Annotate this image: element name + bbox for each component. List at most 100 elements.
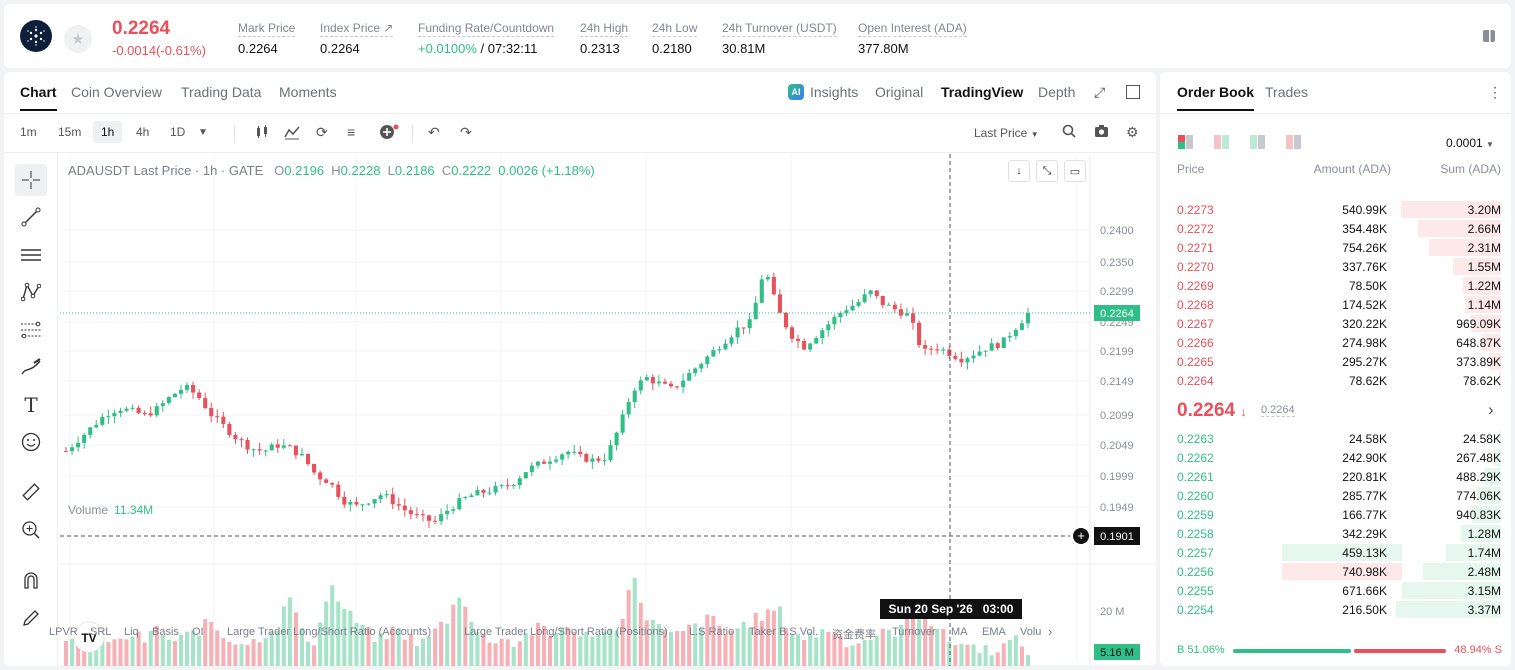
tab-coin-overview[interactable]: Coin Overview xyxy=(71,84,163,100)
plus-icon: + xyxy=(1077,528,1085,543)
timeframe-4h[interactable]: 4h xyxy=(136,125,150,139)
ruler-tool-icon[interactable] xyxy=(15,476,47,508)
fibonacci-tool-icon[interactable] xyxy=(15,314,47,346)
layout-toggle-icon[interactable]: ▭ xyxy=(1064,160,1086,182)
settings-gear-icon[interactable]: ⚙ xyxy=(1126,124,1139,140)
candle-body xyxy=(935,349,940,351)
horizontal-lines-tool-icon[interactable] xyxy=(15,239,47,271)
indicator-liq[interactable]: Liq xyxy=(124,626,139,638)
bid-row[interactable]: 0.2261 220.81K 488.29K xyxy=(1160,467,1511,486)
ask-row[interactable]: 0.2271 754.26K 2.31M xyxy=(1160,238,1511,257)
ask-row[interactable]: 0.2273 540.99K 3.20M xyxy=(1160,200,1511,219)
trend-line-tool-icon[interactable] xyxy=(15,201,47,233)
view-original[interactable]: Original xyxy=(875,84,924,100)
pattern-tool-icon[interactable] xyxy=(15,276,47,308)
brush-tool-icon[interactable] xyxy=(15,351,47,383)
tab-order-book[interactable]: Order Book xyxy=(1177,84,1255,111)
bid-row[interactable]: 0.2257 459.13K 1.74M xyxy=(1160,543,1511,562)
bid-row[interactable]: 0.2256 740.98K 2.48M xyxy=(1160,562,1511,581)
bid-row[interactable]: 0.2262 242.90K 267.48K xyxy=(1160,448,1511,467)
tab-trades[interactable]: Trades xyxy=(1265,84,1309,100)
volume-bar xyxy=(445,623,450,666)
bid-row[interactable]: 0.2254 216.50K 3.37M xyxy=(1160,600,1511,619)
ask-row[interactable]: 0.2266 274.98K 648.87K xyxy=(1160,333,1511,352)
search-icon[interactable] xyxy=(1062,124,1076,141)
tab-moments[interactable]: Moments xyxy=(279,84,337,100)
fullscreen-icon[interactable] xyxy=(1126,85,1140,99)
scroll-down-icon[interactable]: ↓ xyxy=(1008,160,1030,182)
ask-row[interactable]: 0.2264 78.62K 78.62K xyxy=(1160,371,1511,390)
bid-row[interactable]: 0.2263 24.58K 24.58K xyxy=(1160,429,1511,448)
timeframe-1m[interactable]: 1m xyxy=(20,125,37,139)
favorite-star-icon[interactable]: ★ xyxy=(64,25,92,53)
pencil-icon[interactable] xyxy=(15,602,47,634)
camera-icon[interactable] xyxy=(1094,124,1109,141)
price-type-select[interactable]: Last Price ▼ xyxy=(974,126,1039,140)
view-depth[interactable]: Depth xyxy=(1038,84,1076,100)
indicator-large-trader-positions[interactable]: Large Trader Long/Short Ratio (Positions… xyxy=(464,626,668,638)
timeframe-15m[interactable]: 15m xyxy=(58,125,82,139)
indicator-funding-rate[interactable]: 资金费率 xyxy=(832,629,876,641)
indicator-turnover[interactable]: Turnover xyxy=(892,626,936,638)
insights-button[interactable]: Insights xyxy=(810,84,859,100)
view-tradingview[interactable]: TradingView xyxy=(941,84,1024,100)
replay-icon[interactable]: ⟳ xyxy=(316,124,328,140)
more-options-icon[interactable]: ⋮ xyxy=(1488,84,1502,100)
crosshair-tool-icon[interactable] xyxy=(15,164,47,196)
indicator-ema[interactable]: EMA xyxy=(982,626,1006,638)
indicator-ls-ratio[interactable]: L.S Ratio xyxy=(689,626,735,638)
volume-bar xyxy=(287,597,292,666)
indicators-icon[interactable] xyxy=(284,124,300,143)
price-chart[interactable]: 0.24000.23500.22990.22490.21990.21490.20… xyxy=(4,154,1156,666)
add-indicator-icon[interactable] xyxy=(379,124,399,143)
ask-row[interactable]: 0.2270 337.76K 1.55M xyxy=(1160,257,1511,276)
indicator-large-trader-accounts[interactable]: Large Trader Long/Short Ratio (Accounts) xyxy=(227,626,432,638)
candle-body xyxy=(886,304,891,306)
view-asks-icon[interactable] xyxy=(1286,135,1302,149)
ask-row[interactable]: 0.2268 174.52K 1.14M xyxy=(1160,295,1511,314)
expand-icon[interactable]: ⤢ xyxy=(1094,84,1106,100)
view-bids-icon[interactable] xyxy=(1250,135,1266,149)
indicator-basis[interactable]: Basis xyxy=(152,626,179,638)
chevron-right-icon[interactable]: › xyxy=(1488,400,1494,419)
candle-body xyxy=(172,393,177,398)
chevron-right-icon[interactable]: › xyxy=(1048,624,1053,639)
emoji-tool-icon[interactable] xyxy=(15,426,47,458)
timeframe-1h[interactable]: 1h xyxy=(93,121,123,143)
book-icon[interactable] xyxy=(1481,28,1497,44)
redo-icon[interactable]: ↷ xyxy=(460,124,472,140)
timeframe-1d[interactable]: 1D xyxy=(170,125,186,139)
candle-type-icon[interactable] xyxy=(254,124,270,143)
zoom-in-icon[interactable] xyxy=(15,514,47,546)
view-split-icon[interactable] xyxy=(1214,135,1230,149)
tab-trading-data[interactable]: Trading Data xyxy=(181,84,262,100)
bid-row[interactable]: 0.2258 342.29K 1.28M xyxy=(1160,524,1511,543)
magnet-icon[interactable] xyxy=(15,564,47,596)
bid-row[interactable]: 0.2255 671.66K 3.15M xyxy=(1160,581,1511,600)
timeframe-dropdown-icon[interactable]: ▼ xyxy=(198,127,208,138)
stat-index-price[interactable]: Index Price ↗ 0.2264 xyxy=(320,19,394,56)
bid-row[interactable]: 0.2259 166.77K 940.83K xyxy=(1160,505,1511,524)
view-both-icon[interactable] xyxy=(1178,135,1194,149)
collapse-icon[interactable]: ⤡ xyxy=(1036,160,1058,182)
row-price: 0.2271 xyxy=(1177,241,1214,255)
stat-value: 0.2264 xyxy=(320,41,360,56)
indicator-srl[interactable]: SRL xyxy=(90,626,112,638)
ask-row[interactable]: 0.2265 295.27K 373.89K xyxy=(1160,352,1511,371)
indicator-oi[interactable]: OI xyxy=(192,626,204,638)
undo-icon[interactable]: ↶ xyxy=(428,124,440,140)
ask-row[interactable]: 0.2269 78.50K 1.22M xyxy=(1160,276,1511,295)
indicator-volume[interactable]: Volu xyxy=(1020,626,1042,638)
indicator-lpvr[interactable]: LPVR xyxy=(49,626,78,638)
row-amount: 354.48K xyxy=(1342,222,1387,236)
templates-icon[interactable]: ≡ xyxy=(347,124,356,140)
volume-bar xyxy=(862,640,867,666)
text-tool-icon[interactable]: T xyxy=(24,393,38,417)
ask-row[interactable]: 0.2272 354.48K 2.66M xyxy=(1160,219,1511,238)
tab-chart[interactable]: Chart xyxy=(20,84,57,111)
precision-select[interactable]: 0.0001 ▼ xyxy=(1446,136,1494,150)
indicator-ma[interactable]: MA xyxy=(951,626,968,638)
indicator-taker-vol[interactable]: Taker B.S Vol. xyxy=(749,626,819,638)
ask-row[interactable]: 0.2267 320.22K 969.09K xyxy=(1160,314,1511,333)
bid-row[interactable]: 0.2260 285.77K 774.06K xyxy=(1160,486,1511,505)
